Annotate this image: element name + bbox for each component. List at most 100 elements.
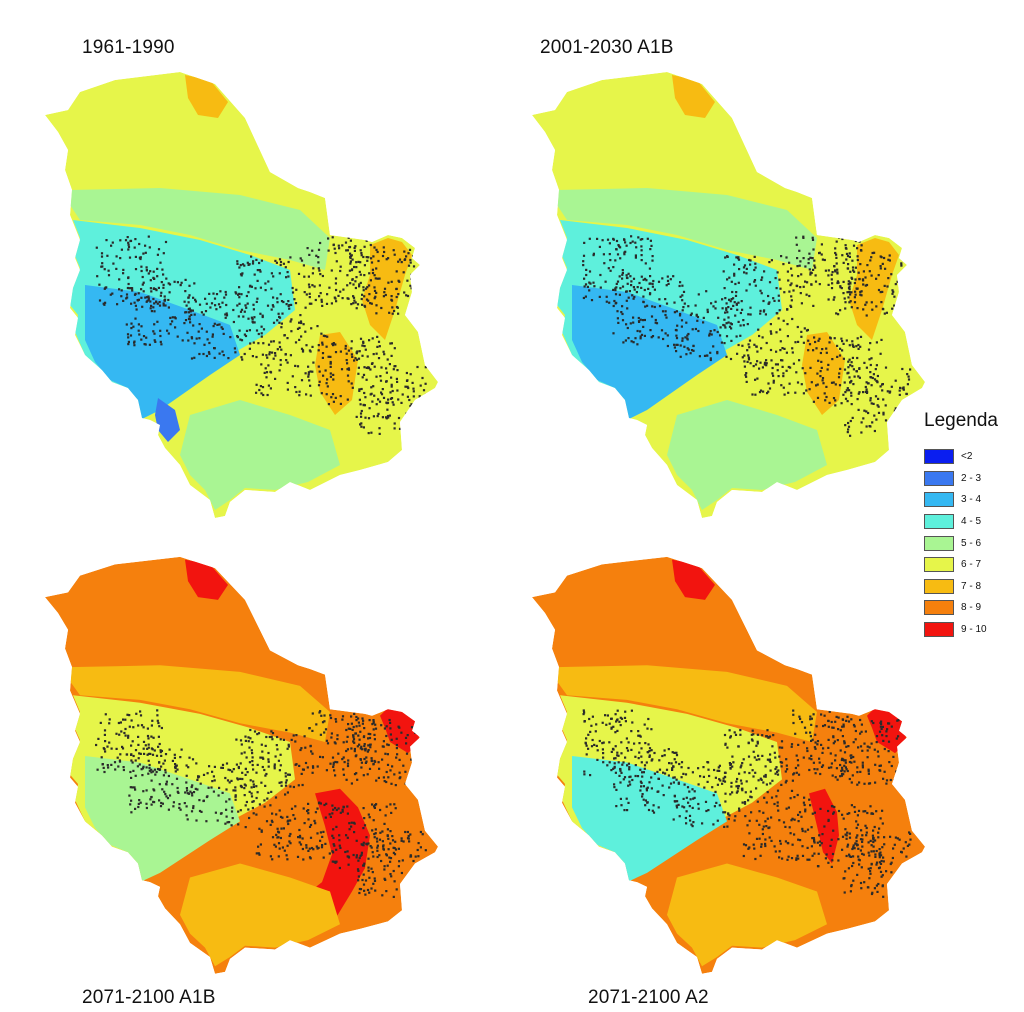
- map-stipple: [745, 289, 748, 292]
- map-stipple: [627, 741, 630, 744]
- map-stipple: [225, 800, 228, 803]
- map-stipple: [148, 763, 151, 767]
- map-stipple: [237, 766, 240, 770]
- map-stipple: [873, 887, 876, 890]
- map-stipple: [871, 891, 874, 894]
- map-stipple: [159, 340, 162, 343]
- map-stipple: [251, 760, 254, 763]
- map-stipple: [847, 282, 850, 286]
- map-stipple: [765, 364, 768, 367]
- map-stipple: [787, 279, 790, 282]
- map-stipple: [860, 290, 863, 293]
- map-stipple: [855, 826, 858, 829]
- map-stipple: [268, 351, 271, 354]
- map-stipple: [793, 772, 796, 775]
- map-stipple: [335, 300, 338, 303]
- map-stipple: [360, 387, 363, 391]
- map-stipple: [134, 759, 137, 762]
- map-stipple: [341, 244, 344, 247]
- map-stipple: [374, 295, 377, 298]
- map-stipple: [661, 310, 665, 313]
- map-stipple: [785, 764, 788, 767]
- map-stipple: [282, 738, 285, 741]
- map-stipple: [865, 425, 868, 428]
- map-stipple: [278, 258, 282, 261]
- map-stipple: [873, 429, 876, 433]
- map-stipple: [752, 365, 755, 368]
- map-stipple: [407, 264, 411, 267]
- map-stipple: [639, 330, 642, 333]
- map-stipple: [813, 768, 816, 771]
- map-stipple: [299, 843, 303, 846]
- map-stipple: [244, 735, 247, 738]
- map-stipple: [256, 791, 259, 794]
- map-stipple: [371, 337, 374, 340]
- map-stipple: [256, 279, 259, 282]
- map-stipple: [303, 735, 306, 738]
- map-stipple: [753, 255, 756, 258]
- map-stipple: [847, 720, 851, 723]
- map-stipple: [813, 811, 816, 814]
- map-stipple: [639, 780, 642, 783]
- map-stipple: [414, 764, 417, 767]
- map-stipple: [273, 843, 276, 846]
- map-stipple: [602, 761, 605, 764]
- map-stipple: [857, 809, 861, 812]
- map-stipple: [754, 378, 757, 381]
- map-stipple: [385, 780, 388, 784]
- map-stipple: [171, 783, 174, 786]
- map-stipple: [175, 777, 179, 780]
- map-stipple: [101, 763, 104, 766]
- map-stipple: [770, 332, 773, 335]
- map-stipple: [290, 807, 294, 810]
- map-stipple: [876, 374, 879, 378]
- map-stipple: [771, 372, 774, 375]
- map-stipple: [792, 289, 795, 292]
- map-stipple: [249, 728, 252, 732]
- map-stipple: [111, 292, 114, 295]
- map-stipple: [243, 751, 246, 754]
- map-stipple: [366, 750, 369, 753]
- map-stipple: [301, 783, 304, 787]
- map-stipple: [274, 259, 277, 262]
- map-stipple: [873, 748, 876, 751]
- map-stipple: [386, 753, 389, 756]
- map-stipple: [259, 286, 262, 289]
- map-stipple: [810, 381, 813, 384]
- legend-label: 6 - 7: [961, 559, 982, 571]
- map-stipple: [284, 784, 288, 787]
- map-stipple: [307, 283, 311, 286]
- map-stipple: [867, 770, 870, 773]
- map-stipple: [750, 811, 753, 814]
- map-stipple: [276, 348, 279, 351]
- map-stipple: [147, 752, 150, 755]
- map-stipple: [367, 857, 370, 860]
- map-stipple: [370, 887, 373, 890]
- map-stipple: [191, 784, 194, 787]
- map-stipple: [365, 298, 369, 301]
- map-stipple: [675, 804, 678, 807]
- map-stipple: [352, 736, 355, 739]
- map-stipple: [619, 781, 622, 784]
- map-stipple: [851, 365, 854, 368]
- map-stipple: [358, 738, 361, 741]
- map-stipple: [639, 735, 642, 738]
- map-stipple: [139, 714, 143, 717]
- map-stipple: [830, 805, 834, 808]
- map-stipple: [909, 838, 912, 841]
- map-stipple: [879, 870, 883, 873]
- map-stipple: [385, 416, 388, 419]
- map-stipple: [371, 271, 375, 275]
- map-stipple: [849, 419, 852, 423]
- map-stipple: [202, 799, 205, 802]
- map-stipple: [412, 265, 416, 268]
- map-stipple: [332, 843, 335, 846]
- map-stipple: [321, 721, 325, 724]
- map-stipple: [861, 852, 864, 855]
- map-stipple: [818, 283, 821, 286]
- map-stipple: [310, 750, 313, 753]
- map-stipple: [892, 847, 895, 850]
- map-stipple: [176, 786, 179, 790]
- map-stipple: [332, 342, 335, 345]
- map-stipple: [886, 390, 889, 393]
